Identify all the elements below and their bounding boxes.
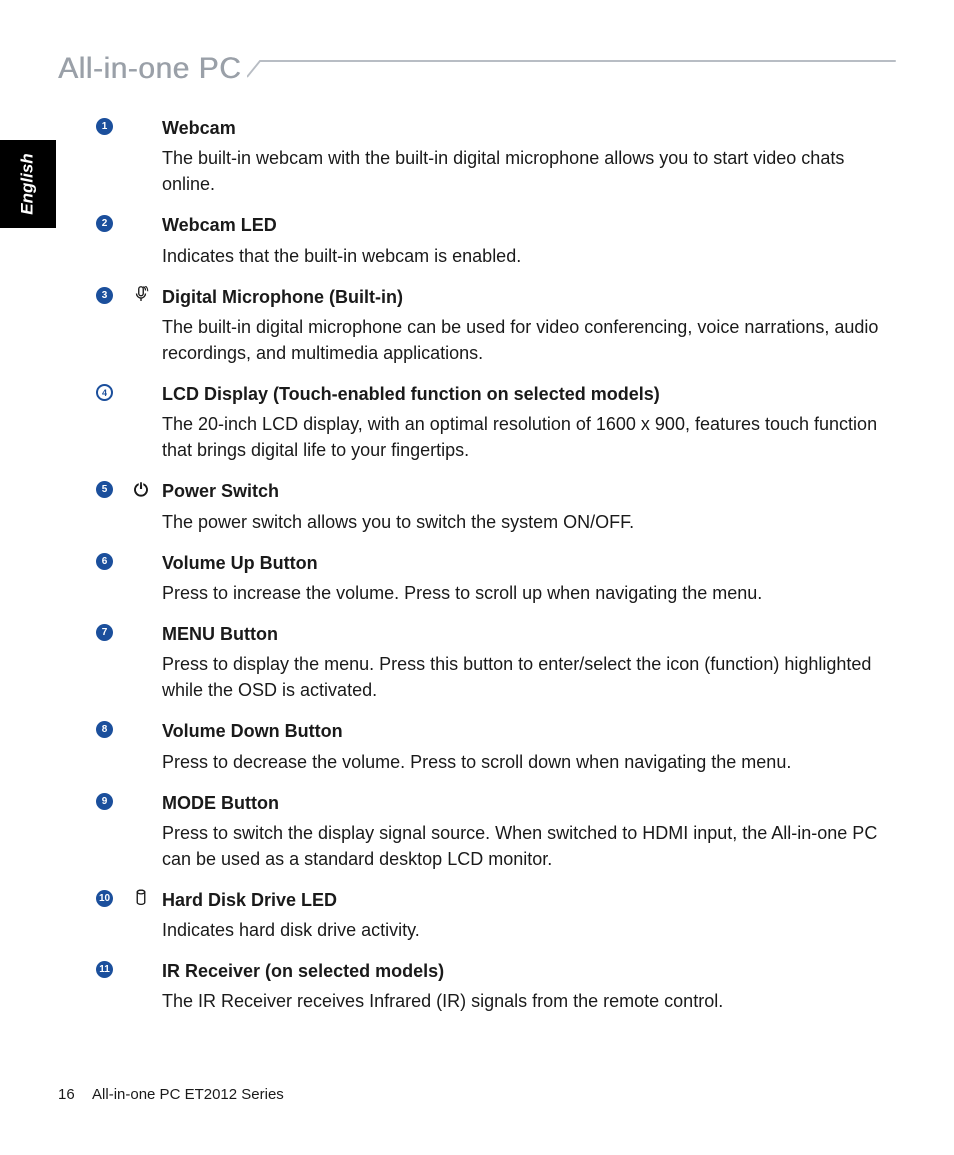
item-description: Indicates that the built-in webcam is en… bbox=[162, 243, 884, 269]
item-title: Power Switch bbox=[162, 479, 884, 504]
item-description: Press to decrease the volume. Press to s… bbox=[162, 749, 884, 775]
item-text-col: Digital Microphone (Built-in) The built-i… bbox=[162, 285, 884, 378]
item-icon-col bbox=[132, 888, 162, 912]
item-description: The IR Receiver receives Infrared (IR) s… bbox=[162, 988, 884, 1014]
item-number-badge: 7 bbox=[96, 624, 113, 641]
item-description: Press to switch the display signal sourc… bbox=[162, 820, 884, 872]
item-title: Hard Disk Drive LED bbox=[162, 888, 884, 913]
feature-item: 4 LCD Display (Touch-enabled function on … bbox=[96, 382, 884, 475]
item-icon-col bbox=[132, 382, 162, 383]
feature-item: 6 Volume Up Button Press to increase the v… bbox=[96, 551, 884, 618]
feature-item: 10 Hard Disk Drive LED Indicates hard disk… bbox=[96, 888, 884, 955]
item-description: The power switch allows you to switch th… bbox=[162, 509, 884, 535]
item-title: MENU Button bbox=[162, 622, 884, 647]
item-number-col: 4 bbox=[96, 382, 132, 401]
item-icon-col bbox=[132, 719, 162, 720]
item-number-col: 6 bbox=[96, 551, 132, 570]
item-number-badge: 1 bbox=[96, 118, 113, 135]
item-number-badge: 4 bbox=[96, 384, 113, 401]
item-number-col: 10 bbox=[96, 888, 132, 907]
item-number-col: 11 bbox=[96, 959, 132, 978]
hdd-icon bbox=[132, 889, 150, 907]
content-list: 1 Webcam The built-in webcam with the buil… bbox=[96, 116, 884, 1031]
language-label: English bbox=[18, 153, 38, 214]
item-number-badge: 9 bbox=[96, 793, 113, 810]
header-rule bbox=[247, 57, 896, 81]
item-title: IR Receiver (on selected models) bbox=[162, 959, 884, 984]
item-number-badge: 6 bbox=[96, 553, 113, 570]
item-number-badge: 10 bbox=[96, 890, 113, 907]
item-text-col: Volume Up Button Press to increase the vo… bbox=[162, 551, 884, 618]
page-title: All-in-one PC bbox=[58, 52, 241, 86]
item-icon-col bbox=[132, 213, 162, 214]
power-icon bbox=[132, 480, 150, 498]
item-title: LCD Display (Touch-enabled function on s… bbox=[162, 382, 884, 407]
item-description: Press to increase the volume. Press to s… bbox=[162, 580, 884, 606]
item-description: The 20-inch LCD display, with an optimal… bbox=[162, 411, 884, 463]
item-number-badge: 2 bbox=[96, 215, 113, 232]
item-text-col: Webcam The built-in webcam with the built… bbox=[162, 116, 884, 209]
item-number-badge: 11 bbox=[96, 961, 113, 978]
item-number-badge: 5 bbox=[96, 481, 113, 498]
item-title: Volume Down Button bbox=[162, 719, 884, 744]
item-number-col: 8 bbox=[96, 719, 132, 738]
item-number-badge: 3 bbox=[96, 287, 113, 304]
item-text-col: Hard Disk Drive LED Indicates hard disk d… bbox=[162, 888, 884, 955]
item-description: The built-in digital microphone can be u… bbox=[162, 314, 884, 366]
item-number-col: 1 bbox=[96, 116, 132, 135]
feature-item: 7 MENU Button Press to display the menu. P… bbox=[96, 622, 884, 715]
footer-doc-title: All-in-one PC ET2012 Series bbox=[92, 1086, 284, 1103]
item-text-col: MODE Button Press to switch the display s… bbox=[162, 791, 884, 884]
item-icon-col bbox=[132, 622, 162, 623]
item-title: Digital Microphone (Built-in) bbox=[162, 285, 884, 310]
feature-item: 3 Digital Microphone (Built-in) The built-… bbox=[96, 285, 884, 378]
microphone-icon bbox=[132, 286, 150, 304]
item-text-col: Power Switch The power switch allows you … bbox=[162, 479, 884, 546]
item-icon-col bbox=[132, 116, 162, 117]
item-number-col: 9 bbox=[96, 791, 132, 810]
item-title: Volume Up Button bbox=[162, 551, 884, 576]
language-tab: English bbox=[0, 140, 56, 228]
item-number-col: 7 bbox=[96, 622, 132, 641]
manual-page: All-in-one PC English 1 Webcam The built-i… bbox=[0, 0, 954, 1155]
item-description: Press to display the menu. Press this bu… bbox=[162, 651, 884, 703]
item-description: The built-in webcam with the built-in di… bbox=[162, 145, 884, 197]
item-number-col: 2 bbox=[96, 213, 132, 232]
page-footer: 16 All-in-one PC ET2012 Series bbox=[58, 1086, 284, 1103]
item-description: Indicates hard disk drive activity. bbox=[162, 917, 884, 943]
item-number-badge: 8 bbox=[96, 721, 113, 738]
item-icon-col bbox=[132, 791, 162, 792]
feature-item: 8 Volume Down Button Press to decrease the… bbox=[96, 719, 884, 786]
feature-item: 11 IR Receiver (on selected models) The IR… bbox=[96, 959, 884, 1026]
item-text-col: MENU Button Press to display the menu. Pr… bbox=[162, 622, 884, 715]
feature-item: 9 MODE Button Press to switch the display … bbox=[96, 791, 884, 884]
item-title: MODE Button bbox=[162, 791, 884, 816]
page-number: 16 bbox=[58, 1086, 75, 1103]
item-icon-col bbox=[132, 479, 162, 503]
item-number-col: 3 bbox=[96, 285, 132, 304]
item-number-col: 5 bbox=[96, 479, 132, 498]
feature-item: 2 Webcam LED Indicates that the built-in w… bbox=[96, 213, 884, 280]
item-text-col: LCD Display (Touch-enabled function on s… bbox=[162, 382, 884, 475]
item-title: Webcam LED bbox=[162, 213, 884, 238]
item-icon-col bbox=[132, 551, 162, 552]
feature-item: 5 Power Switch The power switch allows you… bbox=[96, 479, 884, 546]
item-icon-col bbox=[132, 959, 162, 960]
item-icon-col bbox=[132, 285, 162, 309]
item-text-col: Webcam LED Indicates that the built-in we… bbox=[162, 213, 884, 280]
item-title: Webcam bbox=[162, 116, 884, 141]
feature-item: 1 Webcam The built-in webcam with the buil… bbox=[96, 116, 884, 209]
item-text-col: IR Receiver (on selected models) The IR R… bbox=[162, 959, 884, 1026]
item-text-col: Volume Down Button Press to decrease the … bbox=[162, 719, 884, 786]
page-header: All-in-one PC bbox=[58, 52, 896, 86]
